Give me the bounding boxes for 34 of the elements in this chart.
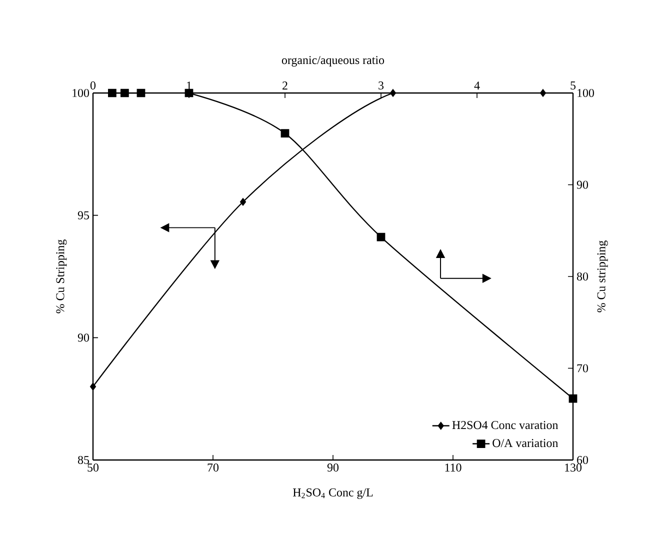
x-tick-label: 130 — [565, 464, 582, 472]
y-tick-label: 70 — [577, 364, 588, 372]
x-tick-label: 5 — [570, 82, 576, 90]
y-tick-label: 90 — [78, 334, 90, 342]
y-tick-label: 60 — [577, 456, 588, 464]
x-axis-title: H$_{2}$SO$_{4}$ Conc g/L — [293, 488, 373, 499]
x-tick-label: 90 — [327, 464, 339, 472]
y-axis-title: % Cu Stripping — [56, 240, 67, 314]
legend-label: O/A variation — [492, 439, 558, 448]
y-tick-label: 90 — [576, 180, 588, 189]
y-axis-title: % Cu stripping — [597, 240, 608, 312]
point — [108, 88, 116, 98]
x-tick-label: 4 — [474, 82, 480, 90]
point — [184, 88, 194, 98]
y-tick-label: 85 — [78, 456, 90, 464]
x-tick-label: 110 — [445, 464, 462, 472]
point — [240, 198, 246, 206]
point — [280, 129, 290, 138]
point — [120, 88, 129, 98]
point — [568, 394, 578, 403]
x-tick-label: 3 — [378, 81, 384, 90]
x-tick-label: 0 — [90, 81, 96, 90]
point — [376, 232, 386, 242]
y-tick-label: 100 — [578, 88, 594, 98]
y-tick-label: 80 — [576, 272, 588, 281]
legend-label: H2SO4 Conc varation — [452, 421, 558, 430]
x-tick-label: 50 — [88, 464, 99, 472]
y-tick-label: 95 — [78, 211, 90, 220]
y-tick-label: 100 — [72, 88, 90, 98]
x-tick-label: 2 — [282, 82, 288, 90]
point — [90, 382, 96, 390]
x-tick-label: 70 — [208, 464, 219, 472]
point — [136, 88, 146, 98]
x-axis-title: organic/aqueous ratio — [282, 56, 384, 67]
